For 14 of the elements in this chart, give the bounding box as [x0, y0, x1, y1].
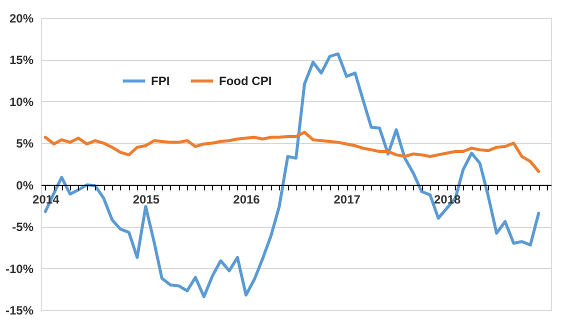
x-tick-label: 2016 [233, 192, 260, 206]
y-tick-label: 10% [9, 94, 34, 109]
y-tick-label: 20% [9, 12, 34, 26]
x-tick-label: 2015 [132, 192, 160, 206]
y-tick-label: -15% [5, 304, 34, 318]
legend-label: Food CPI [219, 74, 272, 88]
line-series [44, 130, 540, 174]
legend-label: FPI [151, 74, 170, 88]
y-tick-label: 0% [16, 178, 34, 192]
x-tick-label: 2017 [334, 192, 361, 206]
y-tick-label: -10% [5, 262, 34, 276]
y-tick-label: -5% [12, 220, 34, 234]
y-tick-label: 5% [16, 136, 34, 151]
y-tick-label: 15% [9, 53, 34, 68]
